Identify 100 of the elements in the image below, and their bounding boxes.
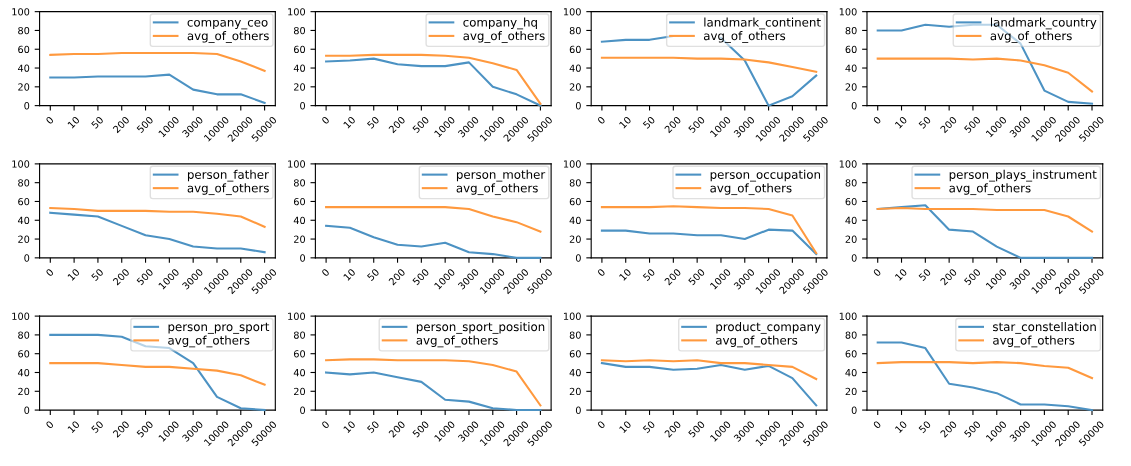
y-tick-label: 20	[18, 83, 30, 91]
y-tick-label: 0	[851, 254, 857, 262]
y-tick-label: 20	[294, 387, 306, 396]
legend-label: person_mother	[456, 169, 546, 182]
line-series	[325, 358, 542, 407]
y-tick-label: 20	[569, 387, 581, 396]
line-series	[600, 362, 818, 407]
y-tick-label: 60	[293, 197, 306, 206]
line-series	[49, 73, 266, 104]
y-tick-label: 0	[300, 406, 306, 414]
y-tick-label: 100	[12, 160, 30, 168]
x-tick-label: 0	[596, 268, 606, 277]
legend-label: avg_of_others	[716, 335, 798, 348]
y-tick-label: 80	[293, 26, 306, 35]
x-tick-label: 500	[687, 115, 706, 134]
y-tick-label: 60	[18, 45, 30, 54]
y-tick-label: 20	[569, 235, 581, 243]
line-series	[325, 224, 542, 259]
y-tick-label: 40	[17, 64, 30, 72]
y-tick-label: 0	[24, 102, 30, 110]
legend-label: avg_of_others	[187, 183, 269, 196]
y-tick-label: 80	[569, 26, 581, 35]
x-tick-label: 0	[872, 268, 882, 277]
line-series	[600, 359, 818, 381]
y-tick-label: 100	[563, 312, 581, 320]
y-tick-label: 20	[18, 387, 30, 396]
line-series	[49, 207, 266, 228]
legend-label: avg_of_others	[993, 335, 1075, 348]
x-tick-label: 200	[112, 115, 130, 134]
line-series	[876, 361, 1094, 380]
y-tick-label: 100	[839, 8, 857, 16]
y-tick-label: 20	[294, 83, 306, 91]
x-tick-label: 0	[596, 420, 606, 430]
y-tick-label: 80	[293, 179, 306, 187]
legend-label: person_father	[187, 169, 269, 182]
legend-label: product_company	[716, 322, 821, 334]
y-tick-label: 20	[18, 235, 30, 243]
legend-label: avg_of_others	[187, 31, 269, 43]
y-tick-label: 0	[851, 102, 857, 110]
x-tick-label: 0	[45, 268, 55, 277]
y-tick-label: 0	[575, 102, 581, 110]
x-tick-label: 0	[596, 115, 606, 125]
legend-label: avg_of_others	[456, 183, 538, 196]
y-tick-label: 40	[569, 216, 581, 225]
line-series	[876, 57, 1094, 93]
legend-label: company_hq	[463, 17, 537, 30]
x-tick-label: 50	[642, 420, 656, 434]
line-series	[325, 371, 542, 412]
legend-label: person_occupation	[710, 169, 821, 182]
line-series	[876, 207, 1094, 233]
legend-label: company_ceo	[187, 19, 268, 30]
x-tick-label: 0	[45, 115, 55, 125]
y-tick-label: 60	[845, 350, 857, 358]
legend-label: person_pro_sport	[168, 322, 270, 334]
x-tick-label: 200	[939, 115, 958, 134]
y-tick-label: 0	[300, 254, 306, 262]
x-tick-label: 0	[872, 115, 882, 125]
y-tick-label: 80	[293, 331, 306, 339]
y-tick-label: 40	[845, 216, 857, 225]
x-tick-label: 0	[321, 420, 330, 430]
legend-label: landmark_continent	[704, 17, 821, 30]
line-series	[49, 211, 266, 254]
y-tick-label: 60	[293, 45, 306, 54]
y-tick-label: 40	[293, 368, 306, 377]
y-tick-label: 40	[293, 64, 306, 72]
x-tick-label: 0	[872, 420, 882, 430]
x-tick-label: 50	[918, 115, 932, 129]
y-tick-label: 0	[575, 254, 581, 262]
y-tick-label: 20	[845, 235, 857, 243]
x-tick-label: 10	[618, 115, 632, 129]
x-tick-label: 0	[45, 420, 55, 430]
x-tick-label: 500	[136, 268, 154, 286]
x-tick-label: 10	[343, 420, 356, 434]
x-tick-label: 10	[894, 115, 908, 129]
y-tick-label: 20	[569, 83, 581, 91]
legend-label: landmark_country	[990, 17, 1097, 30]
y-tick-label: 0	[575, 406, 581, 414]
y-tick-label: 60	[569, 350, 581, 358]
y-tick-label: 60	[18, 350, 30, 358]
x-tick-label: 500	[412, 115, 430, 134]
x-tick-label: 50	[366, 420, 380, 434]
x-tick-label: 50	[642, 115, 656, 129]
legend-label: person_plays_instrument	[949, 169, 1097, 182]
legend-label: avg_of_others	[703, 31, 786, 43]
legend-label: star_constellation	[993, 322, 1096, 334]
y-tick-label: 60	[18, 197, 30, 206]
y-tick-label: 60	[293, 350, 306, 358]
x-tick-label: 10	[343, 115, 356, 129]
x-tick-label: 500	[136, 115, 154, 134]
y-tick-label: 80	[845, 179, 857, 187]
y-tick-label: 20	[294, 235, 306, 243]
x-tick-label: 10	[618, 420, 632, 434]
y-tick-label: 0	[851, 406, 857, 414]
x-tick-label: 200	[388, 115, 406, 134]
line-series	[49, 362, 266, 386]
x-tick-label: 0	[321, 268, 330, 277]
y-tick-label: 100	[288, 8, 306, 16]
x-tick-label: 50	[90, 115, 104, 129]
y-tick-label: 100	[288, 312, 306, 320]
x-tick-label: 10	[343, 268, 356, 281]
